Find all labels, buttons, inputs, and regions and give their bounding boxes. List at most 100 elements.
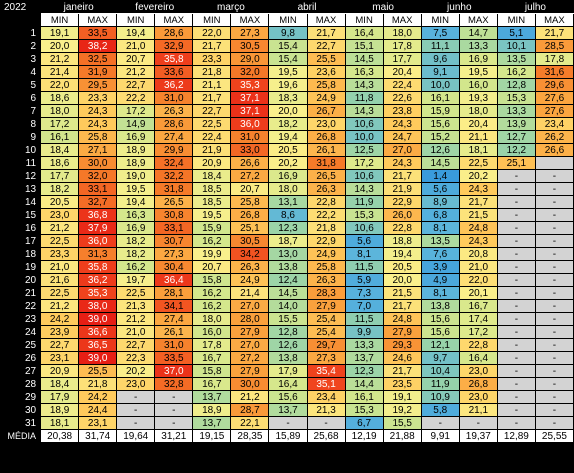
max-temp-cell[interactable]: 28,6 xyxy=(154,26,194,40)
max-temp-cell[interactable]: 36,2 xyxy=(154,78,194,92)
min-temp-cell[interactable]: 18,9 xyxy=(40,403,80,417)
max-temp-cell[interactable]: - xyxy=(154,390,194,404)
min-temp-cell[interactable]: 20,7 xyxy=(116,52,156,66)
min-temp-cell[interactable]: 16,3 xyxy=(344,65,384,79)
max-temp-cell[interactable]: 17,8 xyxy=(382,39,422,53)
min-temp-cell[interactable]: 17,2 xyxy=(116,104,156,118)
min-temp-cell[interactable]: 14,3 xyxy=(344,182,384,196)
min-temp-cell[interactable]: 21,2 xyxy=(40,299,80,313)
max-temp-cell[interactable]: 24,9 xyxy=(306,91,346,105)
min-temp-cell[interactable]: 13,7 xyxy=(268,403,308,417)
max-temp-cell[interactable]: 32,0 xyxy=(78,169,118,183)
max-temp-cell[interactable]: 27,3 xyxy=(154,247,194,261)
min-temp-cell[interactable]: 16,9 xyxy=(116,130,156,144)
min-temp-cell[interactable]: 18,2 xyxy=(116,247,156,261)
max-temp-cell[interactable]: 20,4 xyxy=(458,117,498,131)
max-temp-cell[interactable]: 28,1 xyxy=(154,286,194,300)
max-temp-cell[interactable]: 35,4 xyxy=(306,364,346,378)
min-temp-cell[interactable]: - xyxy=(116,390,156,404)
min-temp-cell[interactable]: 5,1 xyxy=(496,26,536,40)
max-temp-cell[interactable]: 19,3 xyxy=(458,91,498,105)
min-temp-cell[interactable]: 5,8 xyxy=(420,403,460,417)
min-temp-cell[interactable]: 15,9 xyxy=(192,221,232,235)
max-temp-cell[interactable]: 31,8 xyxy=(154,182,194,196)
max-temp-cell[interactable]: - xyxy=(534,221,574,235)
min-temp-cell[interactable]: 22,5 xyxy=(40,286,80,300)
max-temp-cell[interactable]: 29,7 xyxy=(306,338,346,352)
min-temp-cell[interactable]: 23,3 xyxy=(40,247,80,261)
max-temp-cell[interactable]: - xyxy=(534,169,574,183)
min-temp-cell[interactable]: 13,7 xyxy=(192,390,232,404)
min-temp-cell[interactable]: 17,9 xyxy=(268,364,308,378)
max-temp-cell[interactable]: 15,5 xyxy=(382,416,422,430)
max-temp-cell[interactable]: - xyxy=(534,247,574,261)
min-temp-cell[interactable]: 23,0 xyxy=(116,377,156,391)
max-temp-cell[interactable]: 24,2 xyxy=(78,390,118,404)
min-temp-cell[interactable]: 8,1 xyxy=(344,247,384,261)
max-temp-cell[interactable]: 20,7 xyxy=(230,182,270,196)
max-temp-cell[interactable]: 27,1 xyxy=(78,143,118,157)
min-temp-cell[interactable]: 12,5 xyxy=(344,143,384,157)
min-temp-cell[interactable]: 20,0 xyxy=(40,39,80,53)
min-temp-cell[interactable]: 12,3 xyxy=(268,221,308,235)
min-temp-cell[interactable]: 15,3 xyxy=(344,403,384,417)
max-temp-cell[interactable]: 26,5 xyxy=(154,195,194,209)
min-temp-cell[interactable]: 18,6 xyxy=(40,91,80,105)
min-temp-cell[interactable]: 19,4 xyxy=(116,26,156,40)
max-temp-cell[interactable]: 26,5 xyxy=(306,169,346,183)
min-temp-cell[interactable]: - xyxy=(116,403,156,417)
min-temp-cell[interactable]: 15,6 xyxy=(268,390,308,404)
min-temp-cell[interactable]: - xyxy=(268,416,308,430)
max-temp-cell[interactable]: 37,9 xyxy=(78,221,118,235)
min-temp-cell[interactable]: 13,7 xyxy=(192,416,232,430)
max-temp-cell[interactable]: 24,3 xyxy=(78,117,118,131)
min-temp-cell[interactable]: 21,2 xyxy=(40,221,80,235)
max-temp-cell[interactable]: 24,6 xyxy=(382,351,422,365)
min-temp-cell[interactable]: 23,1 xyxy=(40,351,80,365)
min-temp-cell[interactable]: 12,6 xyxy=(268,338,308,352)
max-temp-cell[interactable]: 17,2 xyxy=(458,325,498,339)
min-temp-cell[interactable]: 9,7 xyxy=(420,351,460,365)
min-temp-cell[interactable]: 11,9 xyxy=(344,195,384,209)
max-temp-cell[interactable]: 22,0 xyxy=(458,273,498,287)
max-temp-cell[interactable]: 24,7 xyxy=(382,130,422,144)
max-temp-cell[interactable]: 35,1 xyxy=(306,377,346,391)
min-temp-cell[interactable]: 11,8 xyxy=(344,91,384,105)
min-temp-cell[interactable]: 18,0 xyxy=(192,312,232,326)
min-temp-cell[interactable]: 21,7 xyxy=(192,39,232,53)
max-temp-cell[interactable]: 33,0 xyxy=(230,143,270,157)
max-temp-cell[interactable]: - xyxy=(458,416,498,430)
max-temp-cell[interactable]: 21,3 xyxy=(306,403,346,417)
min-temp-cell[interactable]: - xyxy=(496,338,536,352)
min-temp-cell[interactable]: 22,7 xyxy=(116,78,156,92)
max-temp-cell[interactable]: 27,9 xyxy=(306,299,346,313)
max-temp-cell[interactable]: 23,0 xyxy=(458,390,498,404)
min-temp-cell[interactable]: 10,6 xyxy=(344,117,384,131)
min-temp-cell[interactable]: 19,5 xyxy=(192,208,232,222)
min-temp-cell[interactable]: 18,5 xyxy=(192,182,232,196)
min-temp-cell[interactable]: 13,3 xyxy=(496,104,536,118)
max-temp-cell[interactable]: - xyxy=(534,299,574,313)
max-temp-cell[interactable]: 36,5 xyxy=(78,338,118,352)
max-temp-cell[interactable]: - xyxy=(534,208,574,222)
min-temp-cell[interactable]: 9,9 xyxy=(344,325,384,339)
min-temp-cell[interactable]: 12,8 xyxy=(496,78,536,92)
max-temp-cell[interactable]: - xyxy=(534,416,574,430)
min-temp-cell[interactable]: 21,7 xyxy=(192,91,232,105)
min-temp-cell[interactable]: 16,1 xyxy=(40,130,80,144)
max-temp-cell[interactable]: 26,3 xyxy=(306,182,346,196)
max-temp-cell[interactable]: 21,7 xyxy=(382,169,422,183)
min-temp-cell[interactable]: 15,2 xyxy=(420,130,460,144)
max-temp-cell[interactable]: 22,5 xyxy=(458,156,498,170)
max-temp-cell[interactable]: 18,8 xyxy=(382,234,422,248)
min-temp-cell[interactable]: 10,4 xyxy=(420,364,460,378)
max-temp-cell[interactable]: 22,4 xyxy=(382,78,422,92)
min-temp-cell[interactable]: 23,9 xyxy=(40,325,80,339)
min-temp-cell[interactable]: 18,6 xyxy=(40,156,80,170)
min-temp-cell[interactable]: 17,2 xyxy=(40,117,80,131)
max-temp-cell[interactable]: 24,9 xyxy=(306,247,346,261)
min-temp-cell[interactable]: 16,1 xyxy=(420,91,460,105)
max-temp-cell[interactable]: 26,3 xyxy=(230,260,270,274)
max-temp-cell[interactable]: 27,6 xyxy=(534,91,574,105)
min-temp-cell[interactable]: 21,2 xyxy=(116,312,156,326)
